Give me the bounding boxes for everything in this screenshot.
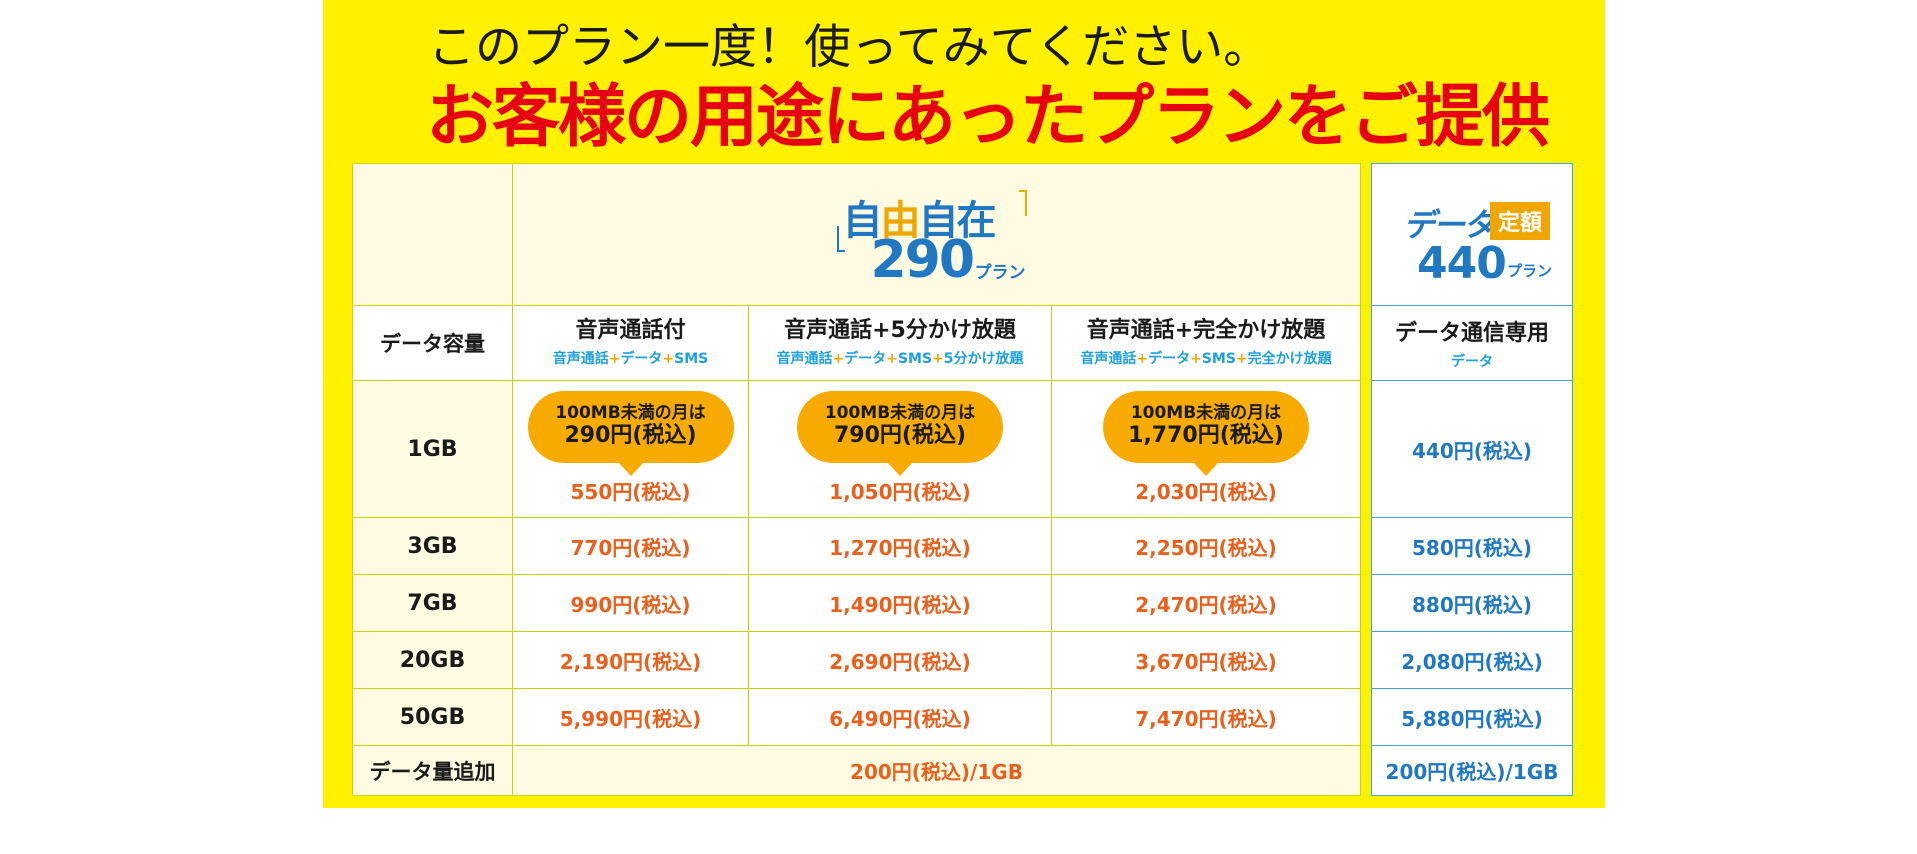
row-label-20gb: 20GB — [352, 631, 513, 689]
price-cell: 100MB未満の月は 790円(税込) 1,050円(税込) — [748, 380, 1052, 518]
price-cell: 770円(税込) — [512, 517, 749, 575]
row-label-50gb: 50GB — [352, 688, 513, 746]
headline-main: お客様の用途にあったプランをご提供 — [426, 78, 1550, 157]
header-data-capacity: データ容量 — [352, 305, 513, 381]
price-cell: 990円(税込) — [512, 574, 749, 632]
price-cell: 5,990円(税込) — [512, 688, 749, 746]
price-cell: 100MB未満の月は 290円(税込) 550円(税込) — [512, 380, 749, 518]
side-logo-cell: データ 定額 440 プラン — [1371, 163, 1573, 306]
price-cell: 2,690円(税込) — [748, 631, 1052, 689]
header-plan-voice-unlimited: 音声通話+完全かけ放題 音声通話+データ+SMS+完全かけ放題 — [1051, 305, 1361, 381]
header-plan-voice: 音声通話付 音声通話+データ+SMS — [512, 305, 749, 381]
price-cell: 3,670円(税込) — [1051, 631, 1361, 689]
side-price-20gb: 2,080円(税込) — [1371, 631, 1573, 689]
price-cell: 7,470円(税込) — [1051, 688, 1361, 746]
price-value: 1,050円(税込) — [829, 480, 971, 504]
price-cell: 1,490円(税込) — [748, 574, 1052, 632]
side-price-3gb: 580円(税込) — [1371, 517, 1573, 575]
side-price-7gb: 880円(税込) — [1371, 574, 1573, 632]
logo-plan-label: プラン — [974, 262, 1026, 283]
header-plan-voice-5min: 音声通話+5分かけ放題 音声通話+データ+SMS+5分かけ放題 — [748, 305, 1052, 381]
plan-logo-cell: 自由自在 290 プラン — [512, 163, 1361, 306]
row-label-7gb: 7GB — [352, 574, 513, 632]
data-only-table: データ 定額 440 プラン データ通信専用 データ 440円(税込) 580円… — [1371, 163, 1573, 796]
side-price-1gb: 440円(税込) — [1371, 380, 1573, 518]
corner-cell — [352, 163, 513, 306]
logo-bracket-right — [1018, 189, 1027, 216]
row-label-data-addon: データ量追加 — [352, 745, 513, 796]
side-addon-price: 200円(税込)/1GB — [1371, 745, 1573, 796]
jiyujizai-290-logo: 自由自在 290 プラン — [836, 180, 1037, 290]
addon-price: 200円(税込)/1GB — [512, 745, 1361, 796]
header-data-only: データ通信専用 データ — [1371, 305, 1573, 381]
side-price-50gb: 5,880円(税込) — [1371, 688, 1573, 746]
pricing-table: 自由自在 290 プラン データ容量 音声通話付 音声通話+データ+SMS 音声… — [352, 163, 1361, 796]
logo-number: 290 — [870, 229, 976, 290]
price-cell: 2,250円(税込) — [1051, 517, 1361, 575]
price-cell: 1,270円(税込) — [748, 517, 1052, 575]
price-cell: 2,470円(税込) — [1051, 574, 1361, 632]
data-teigaku-440-logo: データ 定額 440 プラン — [1387, 180, 1557, 290]
promo-bubble: 100MB未満の月は 790円(税込) — [797, 391, 1003, 463]
price-cell: 6,490円(税込) — [748, 688, 1052, 746]
price-value: 2,030円(税込) — [1135, 480, 1277, 504]
headline-tagline: このプラン一度！使ってみてください。 — [428, 20, 1271, 75]
logo-bracket-left — [836, 225, 845, 252]
price-cell: 100MB未満の月は 1,770円(税込) 2,030円(税込) — [1051, 380, 1361, 518]
logo-kanji: 自由自在 — [842, 197, 997, 244]
price-cell: 2,190円(税込) — [512, 631, 749, 689]
row-label-3gb: 3GB — [352, 517, 513, 575]
row-label-1gb: 1GB — [352, 380, 513, 518]
promo-bubble: 100MB未満の月は 290円(税込) — [527, 391, 734, 463]
price-value: 550円(税込) — [570, 480, 691, 504]
promo-bubble: 100MB未満の月は 1,770円(税込) — [1103, 391, 1309, 463]
